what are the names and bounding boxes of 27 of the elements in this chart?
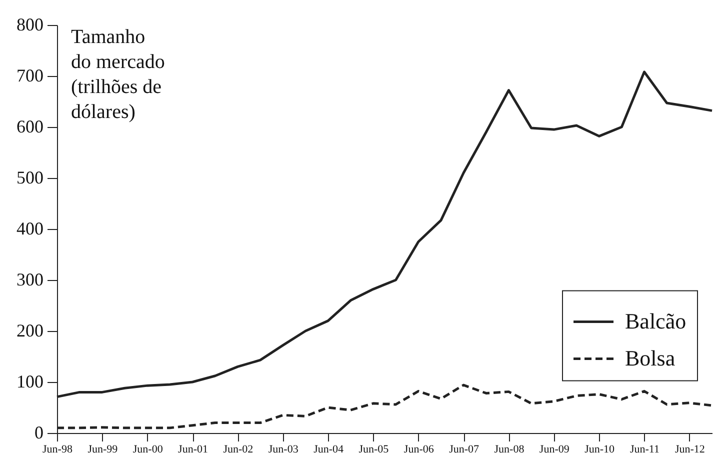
- x-tick-label: Jun-98: [42, 444, 73, 456]
- legend-label: Balcão: [625, 308, 686, 334]
- x-tick-label: Jun-05: [358, 444, 390, 456]
- y-tick-label: 500: [16, 168, 44, 188]
- x-tick-label: Jun-02: [223, 444, 254, 456]
- y-tick-label: 0: [34, 422, 44, 442]
- y-tick-label: 200: [16, 320, 44, 340]
- y-tick-label: 700: [16, 66, 44, 86]
- x-tick-label: Jun-03: [268, 444, 299, 456]
- legend-label: Bolsa: [625, 346, 676, 371]
- x-tick-label: Jun-08: [494, 444, 525, 456]
- y-tick-label: 300: [16, 270, 44, 290]
- y-axis-title: Tamanho do mercado (trilhões de dólares): [71, 26, 165, 123]
- x-tick-label: Jun-07: [449, 444, 480, 456]
- y-tick-label: 800: [16, 14, 44, 34]
- x-tick-label: Jun-06: [404, 444, 434, 456]
- x-tick-label: Jun-00: [132, 444, 164, 456]
- x-tick-label: Jun-11: [630, 444, 660, 456]
- x-tick-label: Jun-99: [88, 444, 118, 456]
- y-tick-label: 400: [16, 218, 44, 238]
- x-tick-label: Jun-09: [539, 444, 570, 456]
- x-tick-label: Jun-01: [178, 444, 208, 456]
- x-tick-label: Jun-12: [674, 444, 705, 456]
- y-tick-label: 100: [16, 372, 44, 392]
- y-tick-label: 600: [16, 116, 44, 136]
- x-tick-label: Jun-10: [584, 444, 616, 456]
- x-tick-label: Jun-04: [314, 444, 344, 456]
